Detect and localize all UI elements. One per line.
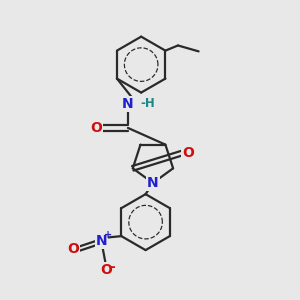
Text: N: N [147, 176, 159, 190]
Text: O: O [68, 242, 80, 256]
Text: +: + [104, 230, 112, 240]
Text: N: N [96, 234, 107, 248]
Text: O: O [182, 146, 194, 160]
Text: -: - [110, 260, 115, 274]
Text: -H: -H [140, 97, 155, 110]
Text: O: O [90, 121, 102, 135]
Text: N: N [122, 98, 134, 111]
Text: O: O [100, 263, 112, 277]
